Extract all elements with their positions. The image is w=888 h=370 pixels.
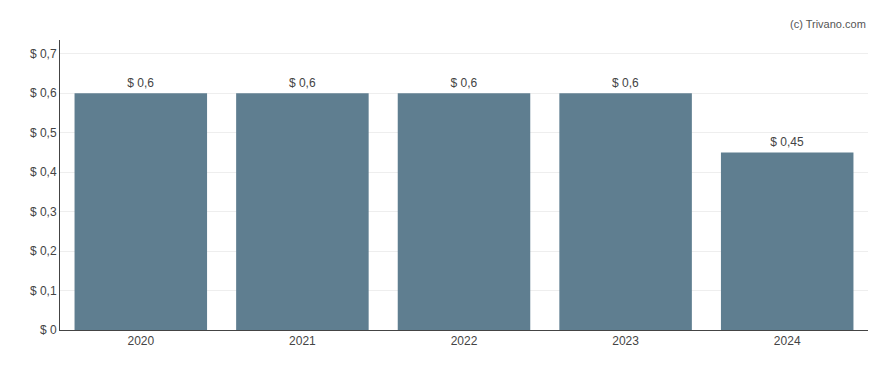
svg-text:2020: 2020 — [127, 334, 154, 348]
svg-text:$ 0,7: $ 0,7 — [30, 47, 57, 61]
svg-text:2021: 2021 — [289, 334, 316, 348]
svg-text:$ 0,6: $ 0,6 — [30, 86, 57, 100]
svg-text:2022: 2022 — [451, 334, 478, 348]
svg-text:2024: 2024 — [774, 334, 801, 348]
svg-text:$ 0,6: $ 0,6 — [612, 76, 639, 90]
svg-text:$ 0,4: $ 0,4 — [30, 165, 57, 179]
svg-text:$ 0,6: $ 0,6 — [289, 76, 316, 90]
svg-text:$ 0,6: $ 0,6 — [450, 76, 477, 90]
svg-text:$ 0,1: $ 0,1 — [30, 284, 57, 298]
svg-text:$ 0,2: $ 0,2 — [30, 244, 57, 258]
svg-text:$ 0,6: $ 0,6 — [127, 76, 154, 90]
svg-text:(c) Trivano.com: (c) Trivano.com — [790, 18, 866, 30]
svg-text:$ 0: $ 0 — [40, 323, 57, 337]
svg-text:$ 0,45: $ 0,45 — [770, 135, 804, 149]
svg-text:$ 0,5: $ 0,5 — [30, 126, 57, 140]
svg-text:$ 0,3: $ 0,3 — [30, 205, 57, 219]
svg-text:2023: 2023 — [612, 334, 639, 348]
